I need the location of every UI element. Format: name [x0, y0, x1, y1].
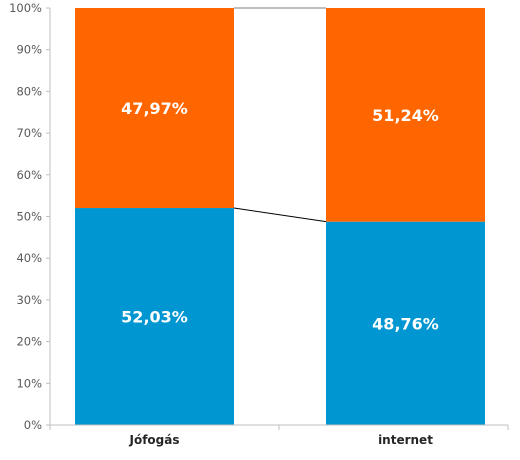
y-tick-label: 30% — [16, 293, 42, 307]
y-tick-label: 20% — [16, 335, 42, 349]
data-label: 47,97% — [121, 99, 188, 118]
data-label: 48,76% — [372, 314, 439, 333]
bar-segment — [326, 221, 485, 425]
series-line — [233, 207, 327, 223]
y-tick-label: 70% — [16, 126, 42, 140]
data-labels: 52,03% 47,97% 48,76% 51,24% — [121, 99, 439, 333]
y-tick-label: 100% — [9, 1, 42, 15]
y-tick-label: 40% — [16, 251, 42, 265]
y-tick-label: 60% — [16, 168, 42, 182]
data-label: 51,24% — [372, 106, 439, 125]
series-connector-lines — [233, 7, 327, 223]
y-tick-label: 90% — [16, 43, 42, 57]
x-category-label: internet — [378, 433, 433, 447]
bar-segment — [75, 8, 234, 209]
x-axis: Jófogás internet — [49, 424, 509, 447]
y-tick-label: 80% — [16, 84, 42, 98]
data-label: 52,03% — [121, 308, 188, 327]
y-axis: 0% 10% 20% 30% 40% 50% 60% 70% 80% 90% 100% — [9, 1, 51, 432]
bars — [75, 8, 485, 425]
bar-segment — [75, 208, 234, 425]
y-tick-label: 10% — [16, 376, 42, 390]
y-tick-label: 0% — [24, 418, 42, 432]
x-category-label: Jófogás — [128, 433, 179, 447]
y-tick-label: 50% — [16, 210, 42, 224]
bar-segment — [326, 8, 485, 222]
